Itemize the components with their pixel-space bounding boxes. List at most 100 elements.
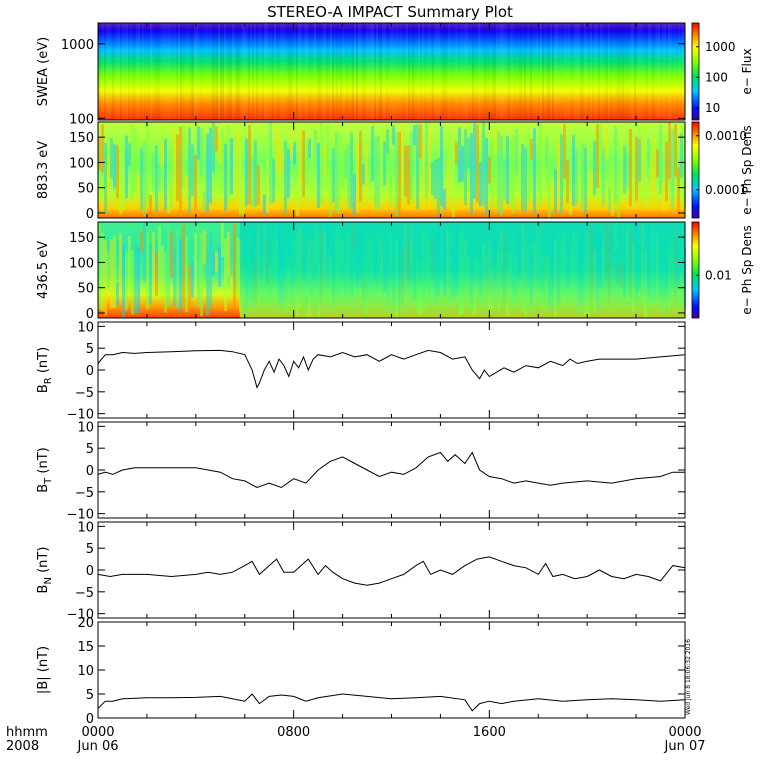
heatmap-strip [563, 124, 566, 179]
heatmap-strip [528, 23, 530, 120]
heatmap-strip [293, 142, 296, 165]
heatmap-overlay [239, 222, 685, 318]
heatmap-strip [656, 149, 659, 177]
heatmap-strip [242, 23, 244, 120]
heatmap-strip [510, 23, 512, 120]
heatmap-strip [504, 23, 506, 120]
heatmap-strip [254, 23, 256, 120]
heatmap-strip [326, 23, 328, 120]
panel-pad436: 0.01 e− Ph Sp Dens 0 50 100 150 436.5 eV [36, 221, 754, 322]
heatmap-strip [464, 129, 467, 205]
heatmap-strip [258, 23, 260, 120]
heatmap-strip [138, 23, 140, 120]
ylabel-bt: BT (nT) [36, 447, 54, 493]
ylabel-swea: SWEA (eV) [36, 37, 51, 106]
y-tick-label: 5 [86, 542, 94, 557]
y-tick-label: 0 [86, 307, 94, 322]
heatmap-strip [560, 23, 562, 120]
heatmap-strip [424, 23, 426, 120]
heatmap-strip [294, 23, 296, 120]
heatmap-strip [665, 141, 668, 201]
panel-bt: −10 −5 0 5 10 BT (nT) [36, 420, 686, 523]
heatmap-strip [140, 148, 143, 210]
heatmap-strip [232, 23, 234, 120]
heatmap-strip [368, 23, 370, 120]
heatmap-strip [542, 23, 544, 120]
heatmap-strip [425, 122, 428, 199]
heatmap-strip [155, 145, 158, 212]
heatmap-strip [276, 23, 278, 120]
heatmap-strip [341, 144, 344, 190]
heatmap-strip [209, 231, 212, 309]
heatmap-strip [580, 23, 582, 120]
heatmap-strip [264, 23, 266, 120]
heatmap-strip [284, 23, 286, 120]
heatmap-strip [570, 23, 572, 120]
heatmap-strip [586, 23, 588, 120]
heatmap-strip [650, 156, 653, 194]
heatmap-strip [318, 23, 320, 120]
heatmap-strip [278, 138, 281, 183]
heatmap-strip [551, 182, 554, 205]
heatmap-strip [634, 23, 636, 120]
heatmap-strip [179, 126, 182, 213]
heatmap-strip [492, 23, 494, 120]
heatmap-strip [160, 23, 162, 120]
heatmap-strip [336, 23, 338, 120]
heatmap-strip [245, 138, 248, 206]
ylabel-unit: (nT) [36, 347, 51, 377]
heatmap-strip [317, 142, 320, 209]
heatmap-strip [137, 173, 140, 202]
heatmap-strip [254, 140, 257, 207]
heatmap-strip [526, 23, 528, 120]
heatmap-strip [521, 143, 524, 211]
heatmap-strip [281, 152, 284, 173]
heatmap-strip [666, 23, 668, 120]
heatmap-strip [576, 23, 578, 120]
heatmap-strip [350, 132, 353, 209]
heatmap-strip [682, 23, 684, 120]
heatmap-strip [617, 163, 620, 218]
heatmap-strip [479, 162, 482, 207]
heatmap-strip [506, 136, 509, 205]
ylabel-unit: (nT) [36, 547, 51, 577]
heatmap-strip [620, 124, 623, 202]
heatmap-strip [170, 232, 173, 278]
heatmap-strip [152, 152, 155, 191]
time-tick-label: 1600 [473, 725, 506, 740]
heatmap-strip [122, 244, 125, 318]
heatmap-strip [436, 23, 438, 120]
heatmap-strip [347, 144, 350, 208]
heatmap-strip [238, 23, 240, 120]
heatmap-strip [227, 231, 230, 278]
time-tick-label: 0800 [277, 725, 310, 740]
heatmap-strip [640, 23, 642, 120]
heatmap-strip [101, 124, 104, 173]
heatmap-strip [422, 141, 425, 206]
y-tick-label: 0 [86, 464, 94, 479]
heatmap-strip [161, 244, 164, 295]
heatmap-strip [532, 23, 534, 120]
heatmap-strip [122, 23, 124, 120]
heatmap-strip [173, 124, 176, 204]
heatmap-strip [142, 23, 144, 120]
heatmap-strip [131, 124, 134, 200]
heatmap-strip [324, 23, 326, 120]
heatmap-strip [610, 23, 612, 120]
heatmap-strip [143, 222, 146, 282]
heatmap-strip [428, 130, 431, 208]
heatmap-strip [594, 23, 596, 120]
heatmap-strip [188, 127, 191, 214]
heatmap-strip [236, 23, 238, 120]
heatmap-strip [116, 282, 119, 307]
y-tick-label: −5 [75, 386, 94, 401]
heatmap-strip [137, 247, 140, 314]
heatmap-strip [602, 149, 605, 207]
heatmap-strip [306, 23, 308, 120]
heatmap-strip [292, 23, 294, 120]
heatmap-strip [461, 145, 464, 182]
heatmap-texture-pad883 [98, 122, 686, 218]
heatmap-strip [486, 23, 488, 120]
heatmap-strip [560, 134, 563, 214]
heatmap-strip [476, 124, 479, 203]
